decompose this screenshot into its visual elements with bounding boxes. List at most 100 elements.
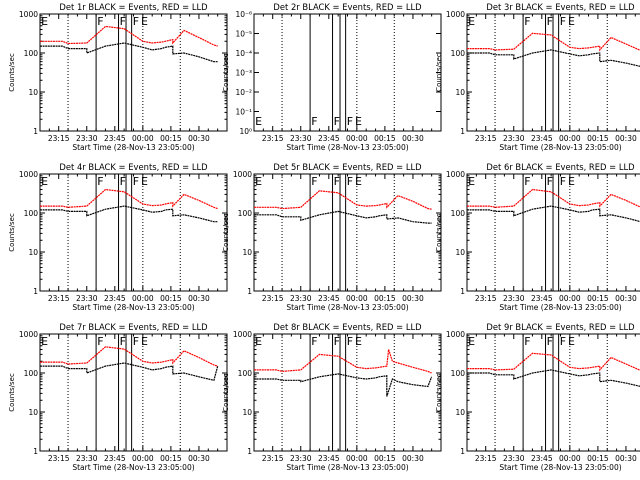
- x-tick-label: 00:15: [374, 134, 396, 143]
- x-tick-label: 23:45: [318, 134, 340, 143]
- x-tick-label: 00:15: [374, 454, 396, 463]
- y-tick-label: 10: [242, 248, 252, 257]
- x-tick-label: 23:15: [48, 294, 70, 303]
- y-tick-label: 10: [242, 408, 252, 417]
- y-axis-label: Counts/sec: [8, 213, 16, 252]
- x-tick-label: 23:30: [290, 134, 312, 143]
- series-lld: [467, 352, 640, 372]
- flag-marker-label: F: [311, 115, 317, 128]
- x-tick-label: 00:15: [587, 294, 609, 303]
- y-tick-label: 10: [455, 408, 465, 417]
- flag-marker-label: F: [120, 335, 126, 348]
- y-tick-label: 100: [24, 49, 39, 58]
- y-tick-label: 100: [238, 369, 253, 378]
- flag-marker-label: E: [41, 335, 48, 348]
- series-events: [40, 42, 218, 63]
- x-axis-label: Start Time (28-Nov-13 23:05:00): [286, 143, 408, 152]
- x-tick-label: 00:30: [615, 294, 637, 303]
- panel-det-2: Det 2r BLACK = Events, RED = LLD 10⁰ 10⁻¹ 1…: [222, 2, 442, 152]
- flag-marker-label: F: [524, 175, 530, 188]
- y-tick-label: 100: [451, 369, 466, 378]
- x-tick-label: 00:30: [402, 134, 424, 143]
- flag-marker-label: E: [568, 175, 575, 188]
- x-tick-label: 00:30: [188, 454, 210, 463]
- x-tick-label: 00:15: [160, 294, 182, 303]
- flag-marker-label: F: [133, 175, 139, 188]
- x-tick-label: 00:00: [559, 454, 581, 463]
- x-tick-label: 23:45: [318, 294, 340, 303]
- x-tick-label: 00:30: [188, 134, 210, 143]
- x-tick-label: 00:00: [346, 134, 368, 143]
- flag-marker-label: F: [120, 15, 126, 28]
- flag-marker-label: F: [133, 15, 139, 28]
- y-tick-label: 1000: [233, 330, 252, 339]
- panel-det-5: Det 5r BLACK = Events, RED = LLD 1 10 100 10…: [222, 162, 442, 312]
- flag-marker-label: E: [355, 115, 362, 128]
- y-axis-label: Counts/sec: [222, 373, 230, 412]
- flag-marker-label: F: [347, 335, 353, 348]
- y-tick-label: 1000: [19, 170, 38, 179]
- flag-marker-label: F: [524, 335, 530, 348]
- y-tick-label: 1000: [446, 170, 465, 179]
- x-axis-label: Start Time (28-Nov-13 23:05:00): [72, 303, 194, 312]
- panel-det-9: Det 9r BLACK = Events, RED = LLD 1 10 100 10…: [435, 322, 640, 472]
- x-tick-label: 23:45: [531, 134, 553, 143]
- panel-det-7: Det 7r BLACK = Events, RED = LLD 1 10 100 10…: [8, 322, 228, 472]
- y-tick-label: 10: [28, 408, 38, 417]
- panel-det-8: Det 8r BLACK = Events, RED = LLD 1 10 100 10…: [222, 322, 442, 472]
- flag-marker-label: F: [97, 15, 103, 28]
- y-tick-label: 1: [460, 447, 465, 456]
- y-tick-label: 10⁻³: [235, 69, 252, 78]
- flag-marker-label: F: [97, 175, 103, 188]
- x-tick-label: 00:15: [374, 294, 396, 303]
- y-tick-label: 10: [455, 88, 465, 97]
- flag-marker-label: F: [120, 175, 126, 188]
- y-tick-label: 10⁻²: [235, 88, 252, 97]
- y-tick-label: 1: [33, 287, 38, 296]
- flag-marker-label: E: [468, 175, 475, 188]
- flag-marker-label: E: [568, 15, 575, 28]
- flag-marker-label: F: [311, 175, 317, 188]
- x-tick-label: 23:30: [290, 294, 312, 303]
- y-tick-label: 1000: [19, 10, 38, 19]
- panel-title: Det 3r BLACK = Events, RED = LLD: [486, 2, 634, 12]
- x-tick-label: 23:15: [262, 454, 284, 463]
- x-axis-label: Start Time (28-Nov-13 23:05:00): [499, 143, 621, 152]
- series-events: [254, 210, 432, 224]
- y-tick-label: 1: [247, 287, 252, 296]
- x-axis-label: Start Time (28-Nov-13 23:05:00): [72, 143, 194, 152]
- panel-title: Det 1r BLACK = Events, RED = LLD: [59, 2, 207, 12]
- series-events: [40, 362, 219, 382]
- flag-marker-label: E: [141, 15, 148, 28]
- x-tick-label: 23:30: [76, 454, 98, 463]
- y-tick-label: 10⁻⁴: [235, 49, 252, 58]
- panel-title: Det 7r BLACK = Events, RED = LLD: [59, 322, 207, 332]
- x-tick-label: 23:15: [262, 134, 284, 143]
- x-tick-label: 00:30: [615, 134, 637, 143]
- panel-det-4: Det 4r BLACK = Events, RED = LLD 1 10 100 10…: [8, 162, 228, 312]
- panel-det-6: Det 6r BLACK = Events, RED = LLD 1 10 100 10…: [435, 162, 640, 312]
- series-lld: [40, 25, 218, 47]
- y-axis-label: Counts/sec: [222, 213, 230, 252]
- series-lld: [467, 32, 640, 52]
- x-tick-label: 23:30: [76, 294, 98, 303]
- flag-marker-label: F: [347, 115, 353, 128]
- flag-marker-label: E: [41, 15, 48, 28]
- x-tick-label: 23:30: [503, 134, 525, 143]
- x-axis-label: Start Time (28-Nov-13 23:05:00): [72, 463, 194, 472]
- x-tick-label: 23:30: [76, 134, 98, 143]
- panel-title: Det 8r BLACK = Events, RED = LLD: [273, 322, 421, 332]
- x-tick-label: 00:00: [346, 294, 368, 303]
- panel-title: Det 2r BLACK = Events, RED = LLD: [273, 2, 421, 12]
- flag-marker-label: E: [355, 335, 362, 348]
- y-tick-label: 1: [460, 287, 465, 296]
- x-tick-label: 00:00: [559, 294, 581, 303]
- y-tick-label: 100: [238, 209, 253, 218]
- x-tick-label: 00:00: [132, 134, 154, 143]
- x-tick-label: 00:00: [346, 454, 368, 463]
- panel-det-1: Det 1r BLACK = Events, RED = LLD 1 10 100 10…: [8, 2, 228, 152]
- flag-marker-label: F: [560, 15, 566, 28]
- x-tick-label: 23:45: [104, 134, 126, 143]
- panel-title: Det 6r BLACK = Events, RED = LLD: [486, 162, 634, 172]
- y-axis-label: Counts/sec: [435, 53, 443, 92]
